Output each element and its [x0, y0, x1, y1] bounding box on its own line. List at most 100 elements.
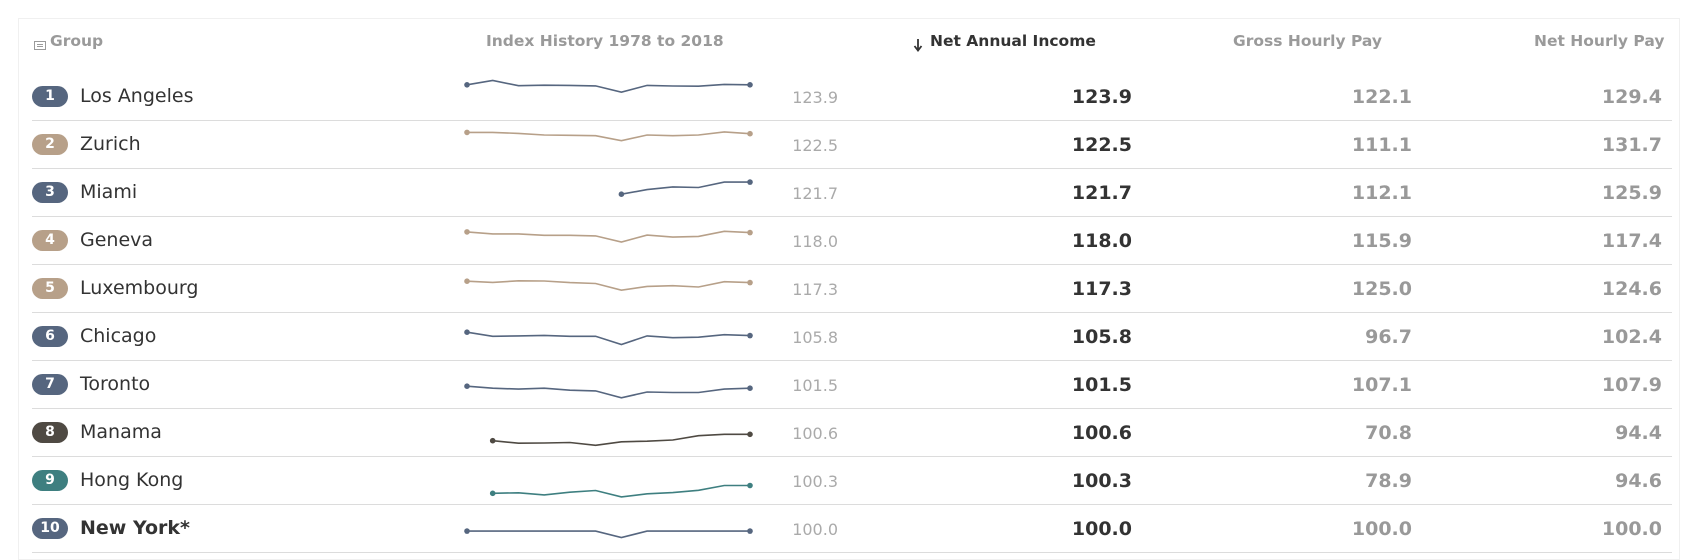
index-history-sparkline [464, 79, 753, 94]
table-row[interactable]: 2 Zurich 122.5 122.5 111.1 131.7 [32, 120, 1672, 169]
rank-badge: 9 [32, 470, 68, 491]
net-hourly-pay-value: 129.4 [1601, 86, 1662, 108]
index-history-sparkline [464, 278, 753, 292]
table-row[interactable]: 3 Miami 121.7 121.7 112.1 125.9 [32, 168, 1672, 217]
net-hourly-pay-value: 131.7 [1601, 134, 1662, 156]
net-annual-income-value: 123.9 [1071, 86, 1132, 108]
net-hourly-pay-value: 107.9 [1601, 374, 1662, 396]
city-name[interactable]: Hong Kong [80, 469, 184, 491]
gross-hourly-pay-value: 107.1 [1351, 374, 1412, 396]
rank-badge: 5 [32, 278, 68, 299]
index-value: 121.7 [792, 184, 838, 203]
header-net-hourly-pay[interactable]: Net Hourly Pay [1534, 32, 1665, 50]
header-gross-hourly-pay[interactable]: Gross Hourly Pay [1233, 32, 1383, 50]
rank-badge: 1 [32, 86, 68, 107]
header-index-history[interactable]: Index History 1978 to 2018 [486, 32, 724, 50]
group-list-icon[interactable] [34, 41, 46, 50]
header-net-annual-income[interactable]: Net Annual Income [930, 32, 1096, 50]
table-row[interactable]: 4 Geneva 118.0 118.0 115.9 117.4 [32, 216, 1672, 265]
index-value: 117.3 [792, 280, 838, 299]
city-name[interactable]: Manama [80, 421, 162, 443]
city-name[interactable]: Chicago [80, 325, 157, 347]
city-name[interactable]: Geneva [80, 229, 154, 251]
table-row[interactable]: 5 Luxembourg 117.3 117.3 125.0 124.6 [32, 264, 1672, 313]
sparkline-endpoint [747, 229, 753, 236]
sparkline-endpoint [464, 383, 470, 389]
net-annual-income-value: 101.5 [1071, 374, 1132, 396]
gross-hourly-pay-value: 125.0 [1351, 278, 1412, 300]
sparkline-endpoint [464, 278, 470, 284]
sparkline-endpoint [464, 229, 470, 235]
gross-hourly-pay-value: 115.9 [1351, 230, 1412, 252]
net-annual-income-value: 100.0 [1071, 518, 1132, 540]
net-hourly-pay-value: 117.4 [1601, 230, 1662, 252]
net-annual-income-value: 117.3 [1071, 278, 1132, 300]
net-annual-income-value: 105.8 [1071, 326, 1132, 348]
index-history-sparkline [464, 383, 753, 399]
sparkline-line [492, 484, 750, 498]
sparkline-endpoint [747, 279, 753, 286]
sparkline-endpoint [747, 482, 753, 489]
sparkline-endpoint [747, 82, 753, 88]
gross-hourly-pay-value: 100.0 [1351, 518, 1412, 540]
table-row[interactable]: 9 Hong Kong 100.3 100.3 78.9 94.6 [32, 456, 1672, 505]
sparkline-endpoint [747, 528, 753, 534]
index-value: 122.5 [792, 136, 838, 155]
rank-badge: 6 [32, 326, 68, 347]
sparkline-endpoint [489, 437, 496, 444]
city-name[interactable]: New York* [80, 517, 190, 539]
sparkline-endpoint [464, 329, 470, 335]
gross-hourly-pay-value: 122.1 [1351, 86, 1412, 108]
table-row[interactable]: 7 Toronto 101.5 101.5 107.1 107.9 [32, 360, 1672, 409]
sparkline-endpoint [464, 528, 470, 534]
index-value: 123.9 [792, 88, 838, 107]
table-row[interactable]: 1 Los Angeles 123.9 123.9 122.1 129.4 [32, 72, 1672, 121]
sparkline-endpoint [747, 179, 753, 185]
index-history-sparkline [618, 179, 753, 197]
rank-badge: 3 [32, 182, 68, 203]
table-row[interactable]: 10 New York* 100.0 100.0 100.0 100.0 [32, 504, 1672, 553]
sparkline-line [466, 230, 751, 243]
net-annual-income-value: 121.7 [1071, 182, 1132, 204]
rank-badge: 4 [32, 230, 68, 251]
gross-hourly-pay-value: 112.1 [1351, 182, 1412, 204]
sort-down-arrow-icon[interactable] [913, 38, 923, 52]
city-name[interactable]: Toronto [80, 373, 151, 395]
index-history-sparkline [464, 129, 753, 142]
sparkline-endpoint [464, 82, 470, 88]
sparkline-line [466, 279, 751, 292]
index-history-sparkline [489, 431, 753, 447]
gross-hourly-pay-value: 78.9 [1365, 470, 1412, 492]
city-name[interactable]: Miami [80, 181, 138, 203]
sparkline-line [466, 79, 751, 94]
city-name[interactable]: Zurich [80, 133, 141, 155]
index-value: 105.8 [792, 328, 838, 347]
sparkline-line [466, 385, 751, 399]
rank-badge: 7 [32, 374, 68, 395]
net-hourly-pay-value: 125.9 [1601, 182, 1662, 204]
index-value: 100.6 [792, 424, 838, 443]
table-row[interactable]: 8 Manama 100.6 100.6 70.8 94.4 [32, 408, 1672, 457]
index-history-sparkline [464, 528, 753, 539]
index-value: 100.3 [792, 472, 838, 491]
index-value: 101.5 [792, 376, 838, 395]
gross-hourly-pay-value: 111.1 [1351, 134, 1412, 156]
sparkline-endpoint [464, 129, 470, 136]
net-annual-income-value: 118.0 [1071, 230, 1132, 252]
header-group[interactable]: Group [50, 32, 104, 50]
sparkline-line [492, 433, 750, 447]
net-annual-income-value: 100.3 [1071, 470, 1132, 492]
sparkline-line [467, 530, 750, 539]
rank-badge: 8 [32, 422, 68, 443]
gross-hourly-pay-value: 96.7 [1365, 326, 1412, 348]
index-history-sparkline [489, 482, 753, 498]
sparkline-endpoint [618, 191, 625, 197]
net-hourly-pay-value: 100.0 [1601, 518, 1662, 540]
net-hourly-pay-value: 124.6 [1601, 278, 1662, 300]
net-hourly-pay-value: 94.6 [1615, 470, 1662, 492]
city-name[interactable]: Los Angeles [80, 85, 194, 107]
city-name[interactable]: Luxembourg [80, 277, 199, 299]
index-value: 100.0 [792, 520, 838, 539]
table-row[interactable]: 6 Chicago 105.8 105.8 96.7 102.4 [32, 312, 1672, 361]
sparkline-line [621, 181, 750, 195]
